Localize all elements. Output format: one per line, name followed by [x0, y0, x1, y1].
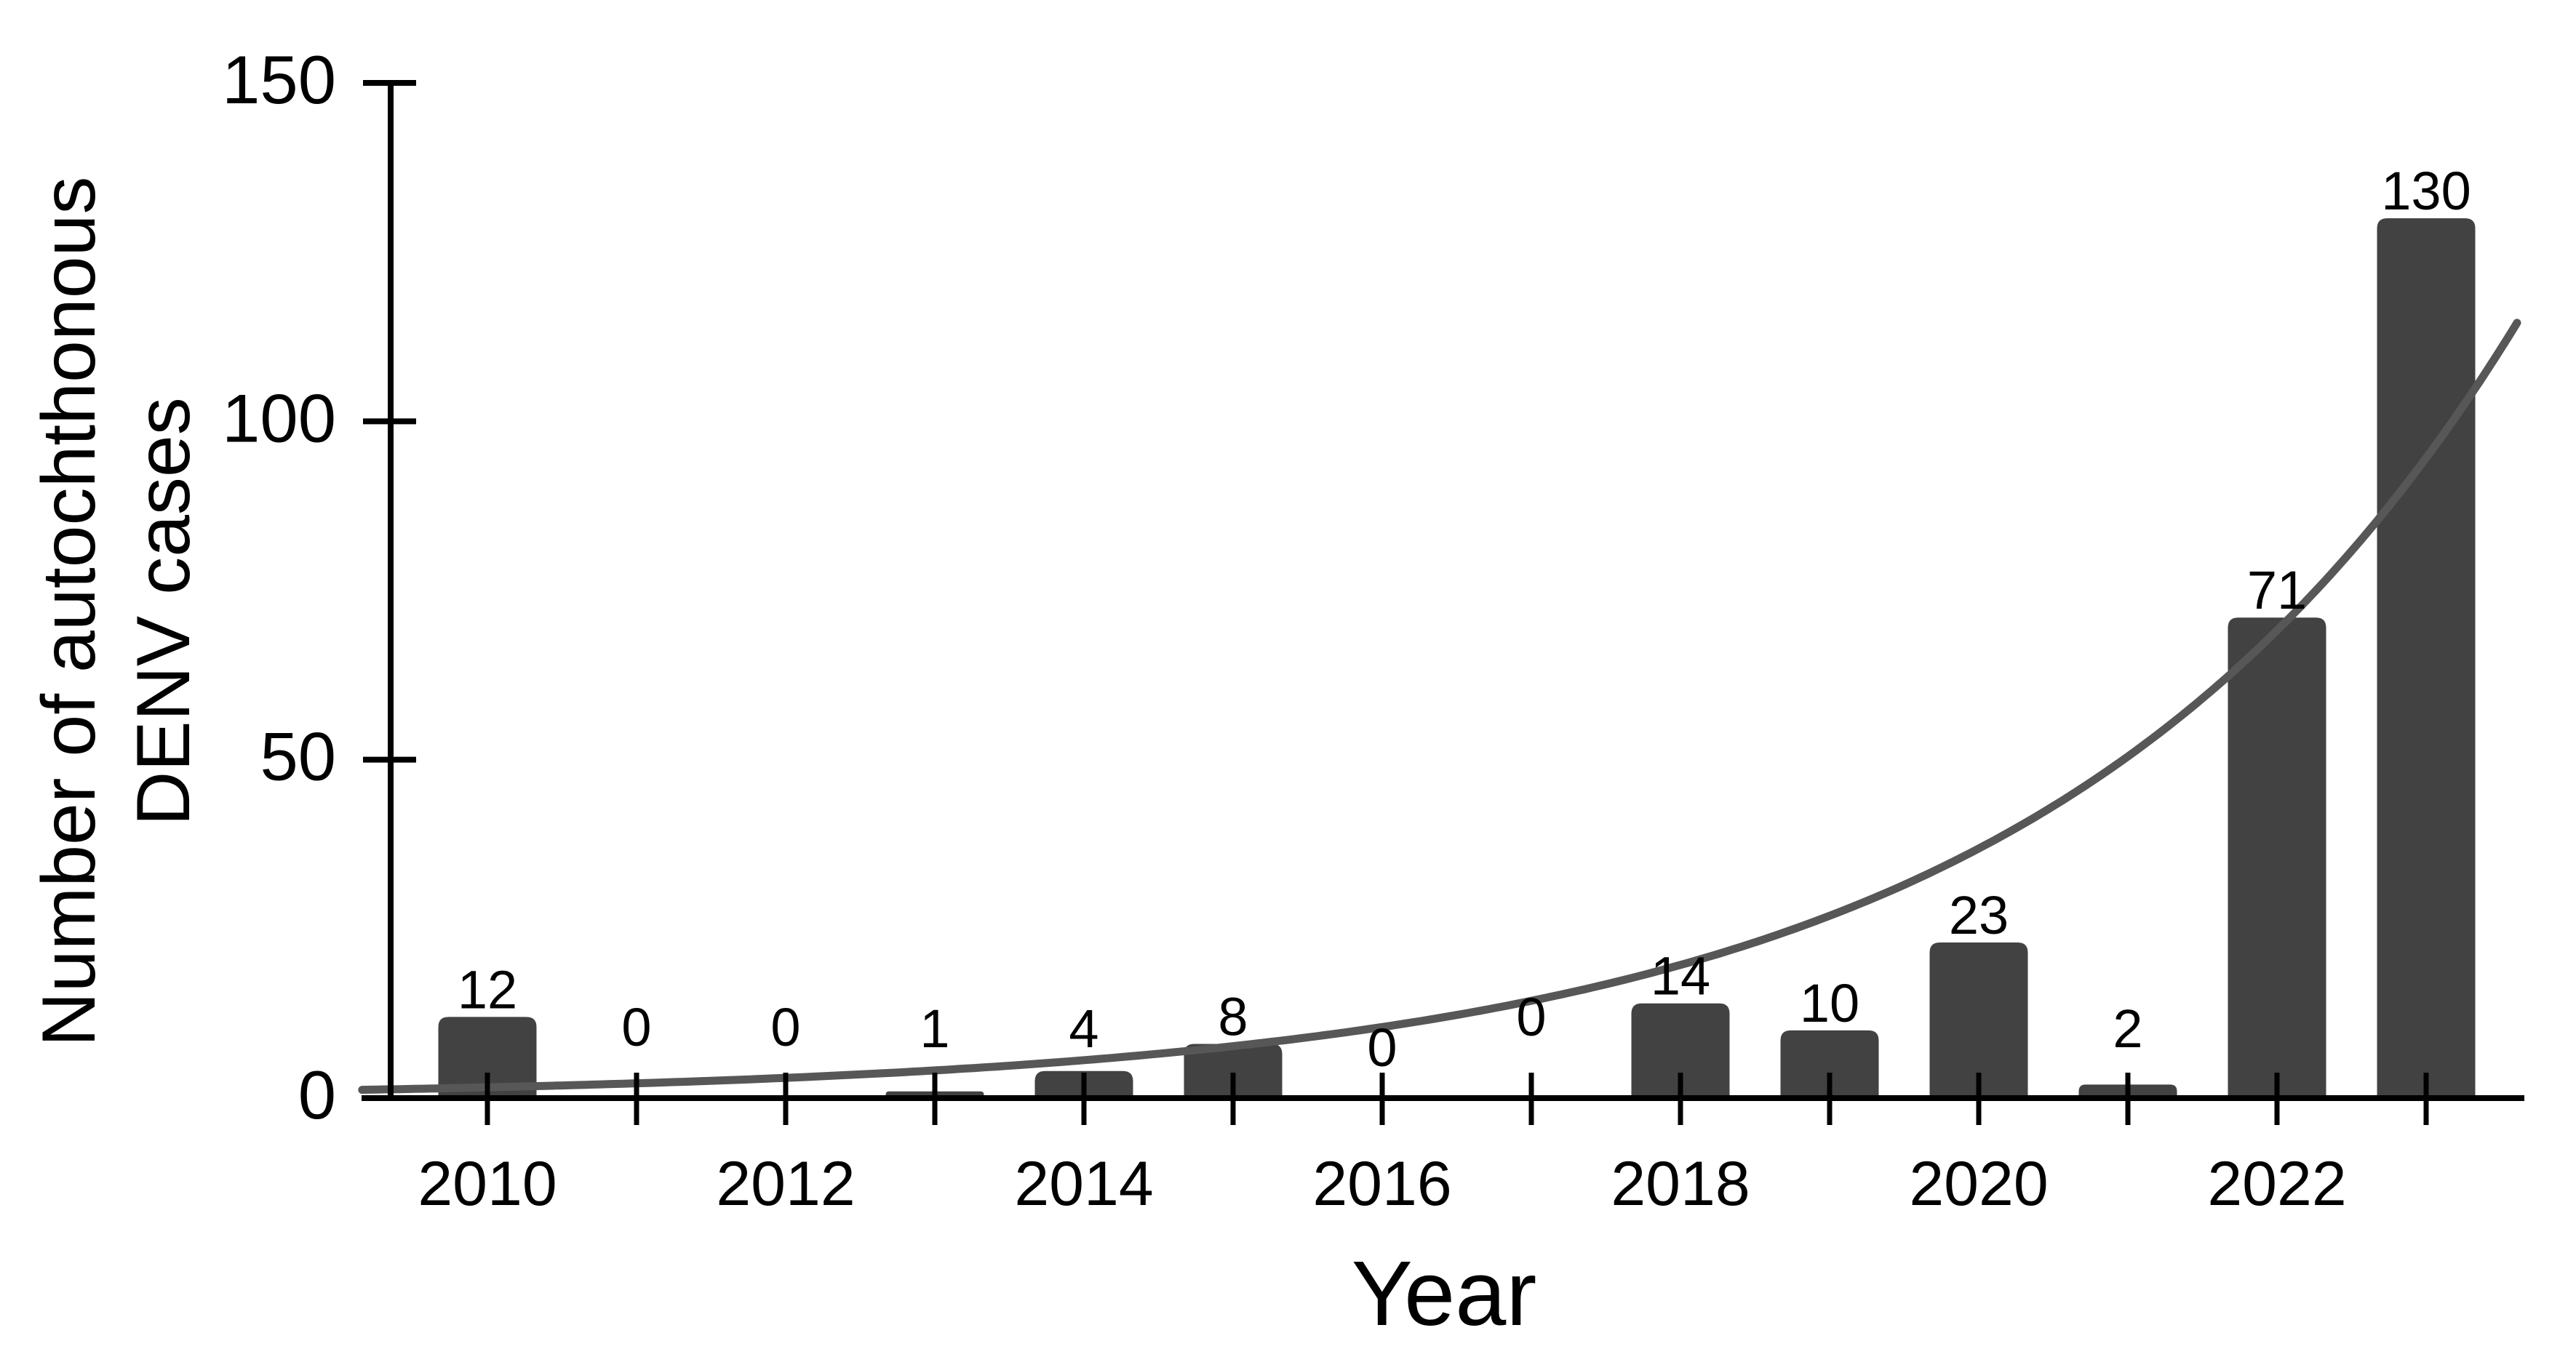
bar-2023 — [2377, 218, 2476, 1099]
bars-group — [438, 218, 2476, 1099]
bar-value-label-2023: 130 — [2381, 161, 2471, 221]
y-tick-labels-group: 0 50 100 150 — [222, 41, 336, 1133]
bar-value-label-2018: 14 — [1651, 946, 1710, 1006]
y-axis-title-line-1: Number of autochthonous — [27, 177, 111, 1047]
x-tick-label-2022: 2022 — [2207, 1149, 2346, 1219]
x-ticks-group — [485, 1073, 2429, 1125]
x-axis-title: Year — [1352, 1242, 1537, 1345]
bar-value-label-2019: 10 — [1800, 973, 1859, 1033]
bar-value-label-2022: 71 — [2247, 560, 2307, 620]
bar-value-label-2020: 23 — [1949, 885, 2009, 945]
bar-2022 — [2228, 617, 2326, 1098]
bar-2010 — [438, 1017, 537, 1098]
bar-value-label-2017: 0 — [1516, 987, 1546, 1047]
bar-value-label-2010: 12 — [458, 959, 517, 1020]
x-tick-label-2012: 2012 — [716, 1149, 855, 1219]
bar-value-label-2016: 0 — [1367, 1017, 1397, 1078]
x-tick-label-2016: 2016 — [1312, 1149, 1451, 1219]
x-tick-label-2020: 2020 — [1909, 1149, 2048, 1219]
bar-value-label-2014: 4 — [1069, 998, 1098, 1059]
bar-2020 — [1929, 942, 2028, 1098]
bar-2015 — [1184, 1044, 1283, 1098]
bar-2019 — [1780, 1030, 1879, 1098]
x-tick-label-2014: 2014 — [1014, 1149, 1153, 1219]
y-tick-label-50: 50 — [260, 718, 336, 795]
x-tick-labels-group: 2010 2012 2014 2016 2018 2020 2022 — [418, 1149, 2346, 1219]
axes-group — [362, 80, 2524, 1101]
y-tick-label-150: 150 — [222, 41, 336, 118]
bar-value-label-2012: 0 — [770, 997, 800, 1057]
y-axis-title-line-2: DENV cases — [121, 397, 206, 826]
x-tick-label-2018: 2018 — [1611, 1149, 1750, 1219]
y-tick-label-100: 100 — [222, 380, 336, 456]
y-ticks-group — [363, 80, 416, 1101]
trend-line — [358, 319, 2521, 1094]
bar-value-label-2011: 0 — [621, 997, 651, 1057]
bar-value-label-2015: 8 — [1218, 987, 1248, 1047]
x-tick-label-2010: 2010 — [418, 1149, 557, 1219]
bar-2018 — [1631, 1003, 1730, 1098]
y-tick-label-0: 0 — [298, 1057, 336, 1133]
bar-value-label-2021: 2 — [2113, 998, 2142, 1059]
bar-value-label-2013: 1 — [920, 998, 949, 1059]
